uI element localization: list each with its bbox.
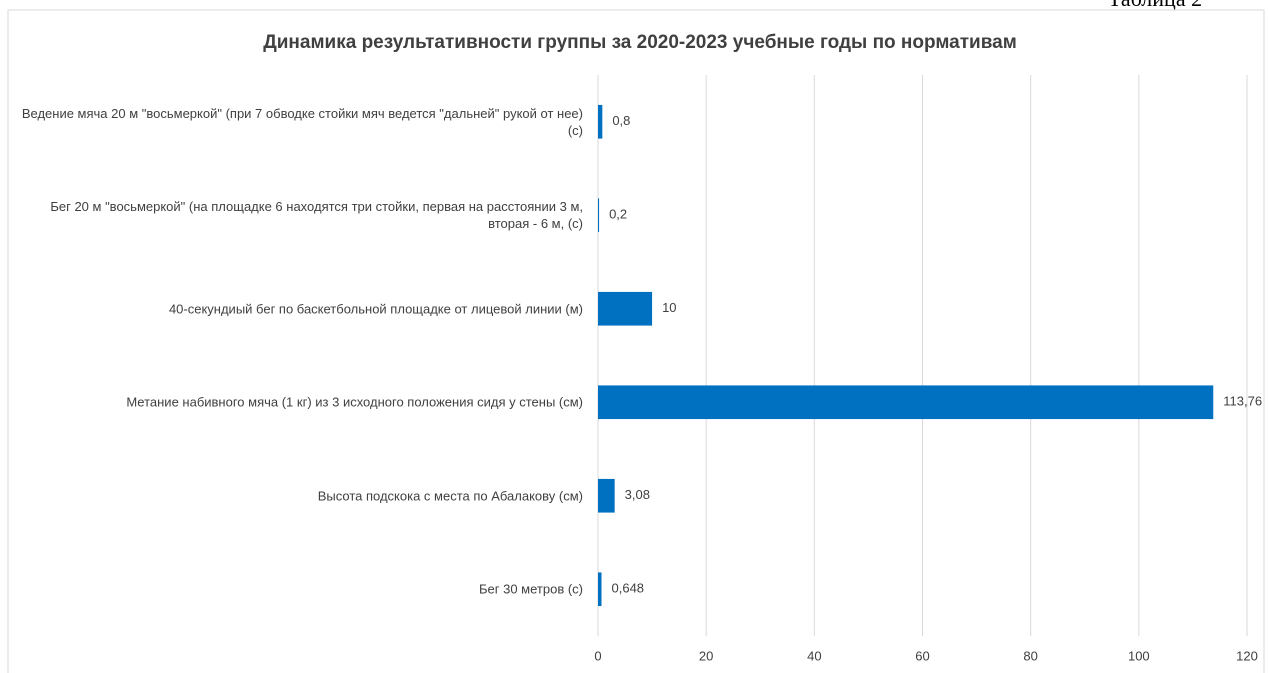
caption: Таблица 2 — [1108, 0, 1202, 12]
y-tick-label: Бег 30 метров (с) — [478, 581, 583, 597]
x-tick-label: 120 — [1236, 648, 1258, 663]
data-label: 0,648 — [612, 581, 645, 596]
y-tick-label: Высота подскока с места по Абалакову (см… — [317, 488, 583, 504]
x-tick-label: 100 — [1128, 648, 1150, 663]
y-tick-label: Метание набивного мяча (1 кг) из 3 исход… — [126, 394, 583, 410]
bar — [598, 291, 653, 326]
chart-title: Динамика результативности группы за 2020… — [263, 32, 1017, 53]
bar — [598, 104, 603, 139]
y-tick-label: Бег 20 м "восьмеркой" (на площадке 6 нах… — [50, 199, 583, 232]
bar — [598, 198, 600, 233]
bar — [598, 478, 615, 513]
data-label: 0,8 — [612, 113, 630, 128]
x-tick-label: 20 — [699, 648, 713, 663]
x-tick-label: 60 — [915, 648, 929, 663]
y-tick-label: Ведение мяча 20 м "восьмеркой" (при 7 об… — [21, 105, 583, 138]
x-tick-label: 40 — [807, 648, 821, 663]
data-label: 10 — [662, 300, 676, 315]
data-label: 113,76 — [1223, 394, 1262, 409]
y-tick-label: 40-секундиый бег по баскетбольной площад… — [168, 301, 583, 317]
bar — [598, 385, 1214, 420]
chart-border — [7, 9, 1265, 673]
x-tick-label: 80 — [1023, 648, 1037, 663]
x-tick-label: 0 — [594, 648, 601, 663]
data-label: 0,2 — [609, 207, 627, 222]
data-label: 3,08 — [625, 487, 650, 502]
bar — [598, 572, 602, 607]
